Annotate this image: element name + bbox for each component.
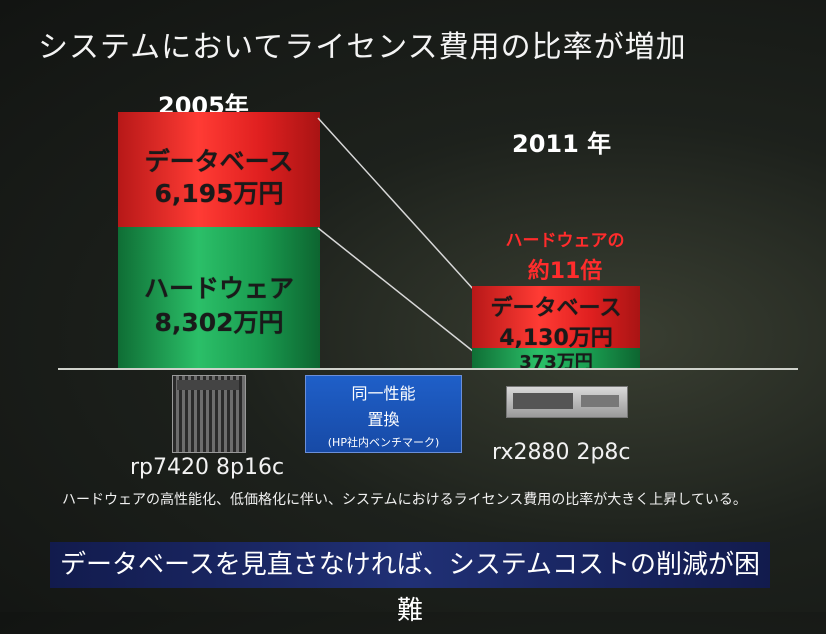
server-front-bays [513,393,573,409]
database-label-2011: データベース [490,296,622,321]
database-label-2005: データベース [144,147,294,176]
database-value-2011: 4,130万円 [499,326,613,351]
compare-line2: 置換 [367,410,400,429]
hardware-segment-2011: 373万円 [472,348,640,369]
performance-replace-box: 同一性能 置換 (HP社内ベンチマーク) [305,375,462,453]
server-top-panel [177,380,239,390]
database-value-2005: 6,195万円 [154,179,284,208]
ratio-callout-line1: ハードウェアの [505,231,625,251]
compare-line3: (HP社内ベンチマーク) [327,436,440,449]
server-name-right: rx2880 2p8c [492,440,631,465]
rx2880-server-icon [506,386,628,418]
database-segment-2005: データベース 6,195万円 [118,112,320,227]
summary-note: ハードウェアの高性能化、低価格化に伴い、システムにおけるライセンス費用の比率が大… [62,492,747,508]
compare-line1: 同一性能 [351,384,416,403]
baseline-divider [58,368,798,370]
hardware-value-2011: 373万円 [519,352,593,369]
ratio-callout: ハードウェアの 約11倍 [490,226,640,285]
ratio-callout-line2: 約11倍 [527,259,603,284]
database-segment-2011: データベース 4,130万円 [472,286,640,351]
conclusion-text: データベースを見直さなければ、システムコストの削減が困難 [60,550,760,626]
slide-title: システムにおいてライセンス費用の比率が増加 [38,30,687,65]
hardware-value-2005: 8,302万円 [154,308,284,337]
cost-cylinder-2011: データベース 4,130万円 373万円 [472,286,640,369]
server-name-left: rp7420 8p16c [130,455,285,480]
hardware-segment-2005: ハードウェア 8,302万円 [118,227,320,369]
hardware-label-2005: ハードウェア [143,274,294,303]
server-front-panel [581,395,619,407]
connector-lines [317,117,475,353]
year-2011-label: 2011 年 [512,130,612,158]
cost-cylinder-2005: データベース 6,195万円 ハードウェア 8,302万円 [118,112,320,369]
conclusion-banner: データベースを見直さなければ、システムコストの削減が困難 [50,542,770,626]
rp7420-server-icon [172,375,246,453]
